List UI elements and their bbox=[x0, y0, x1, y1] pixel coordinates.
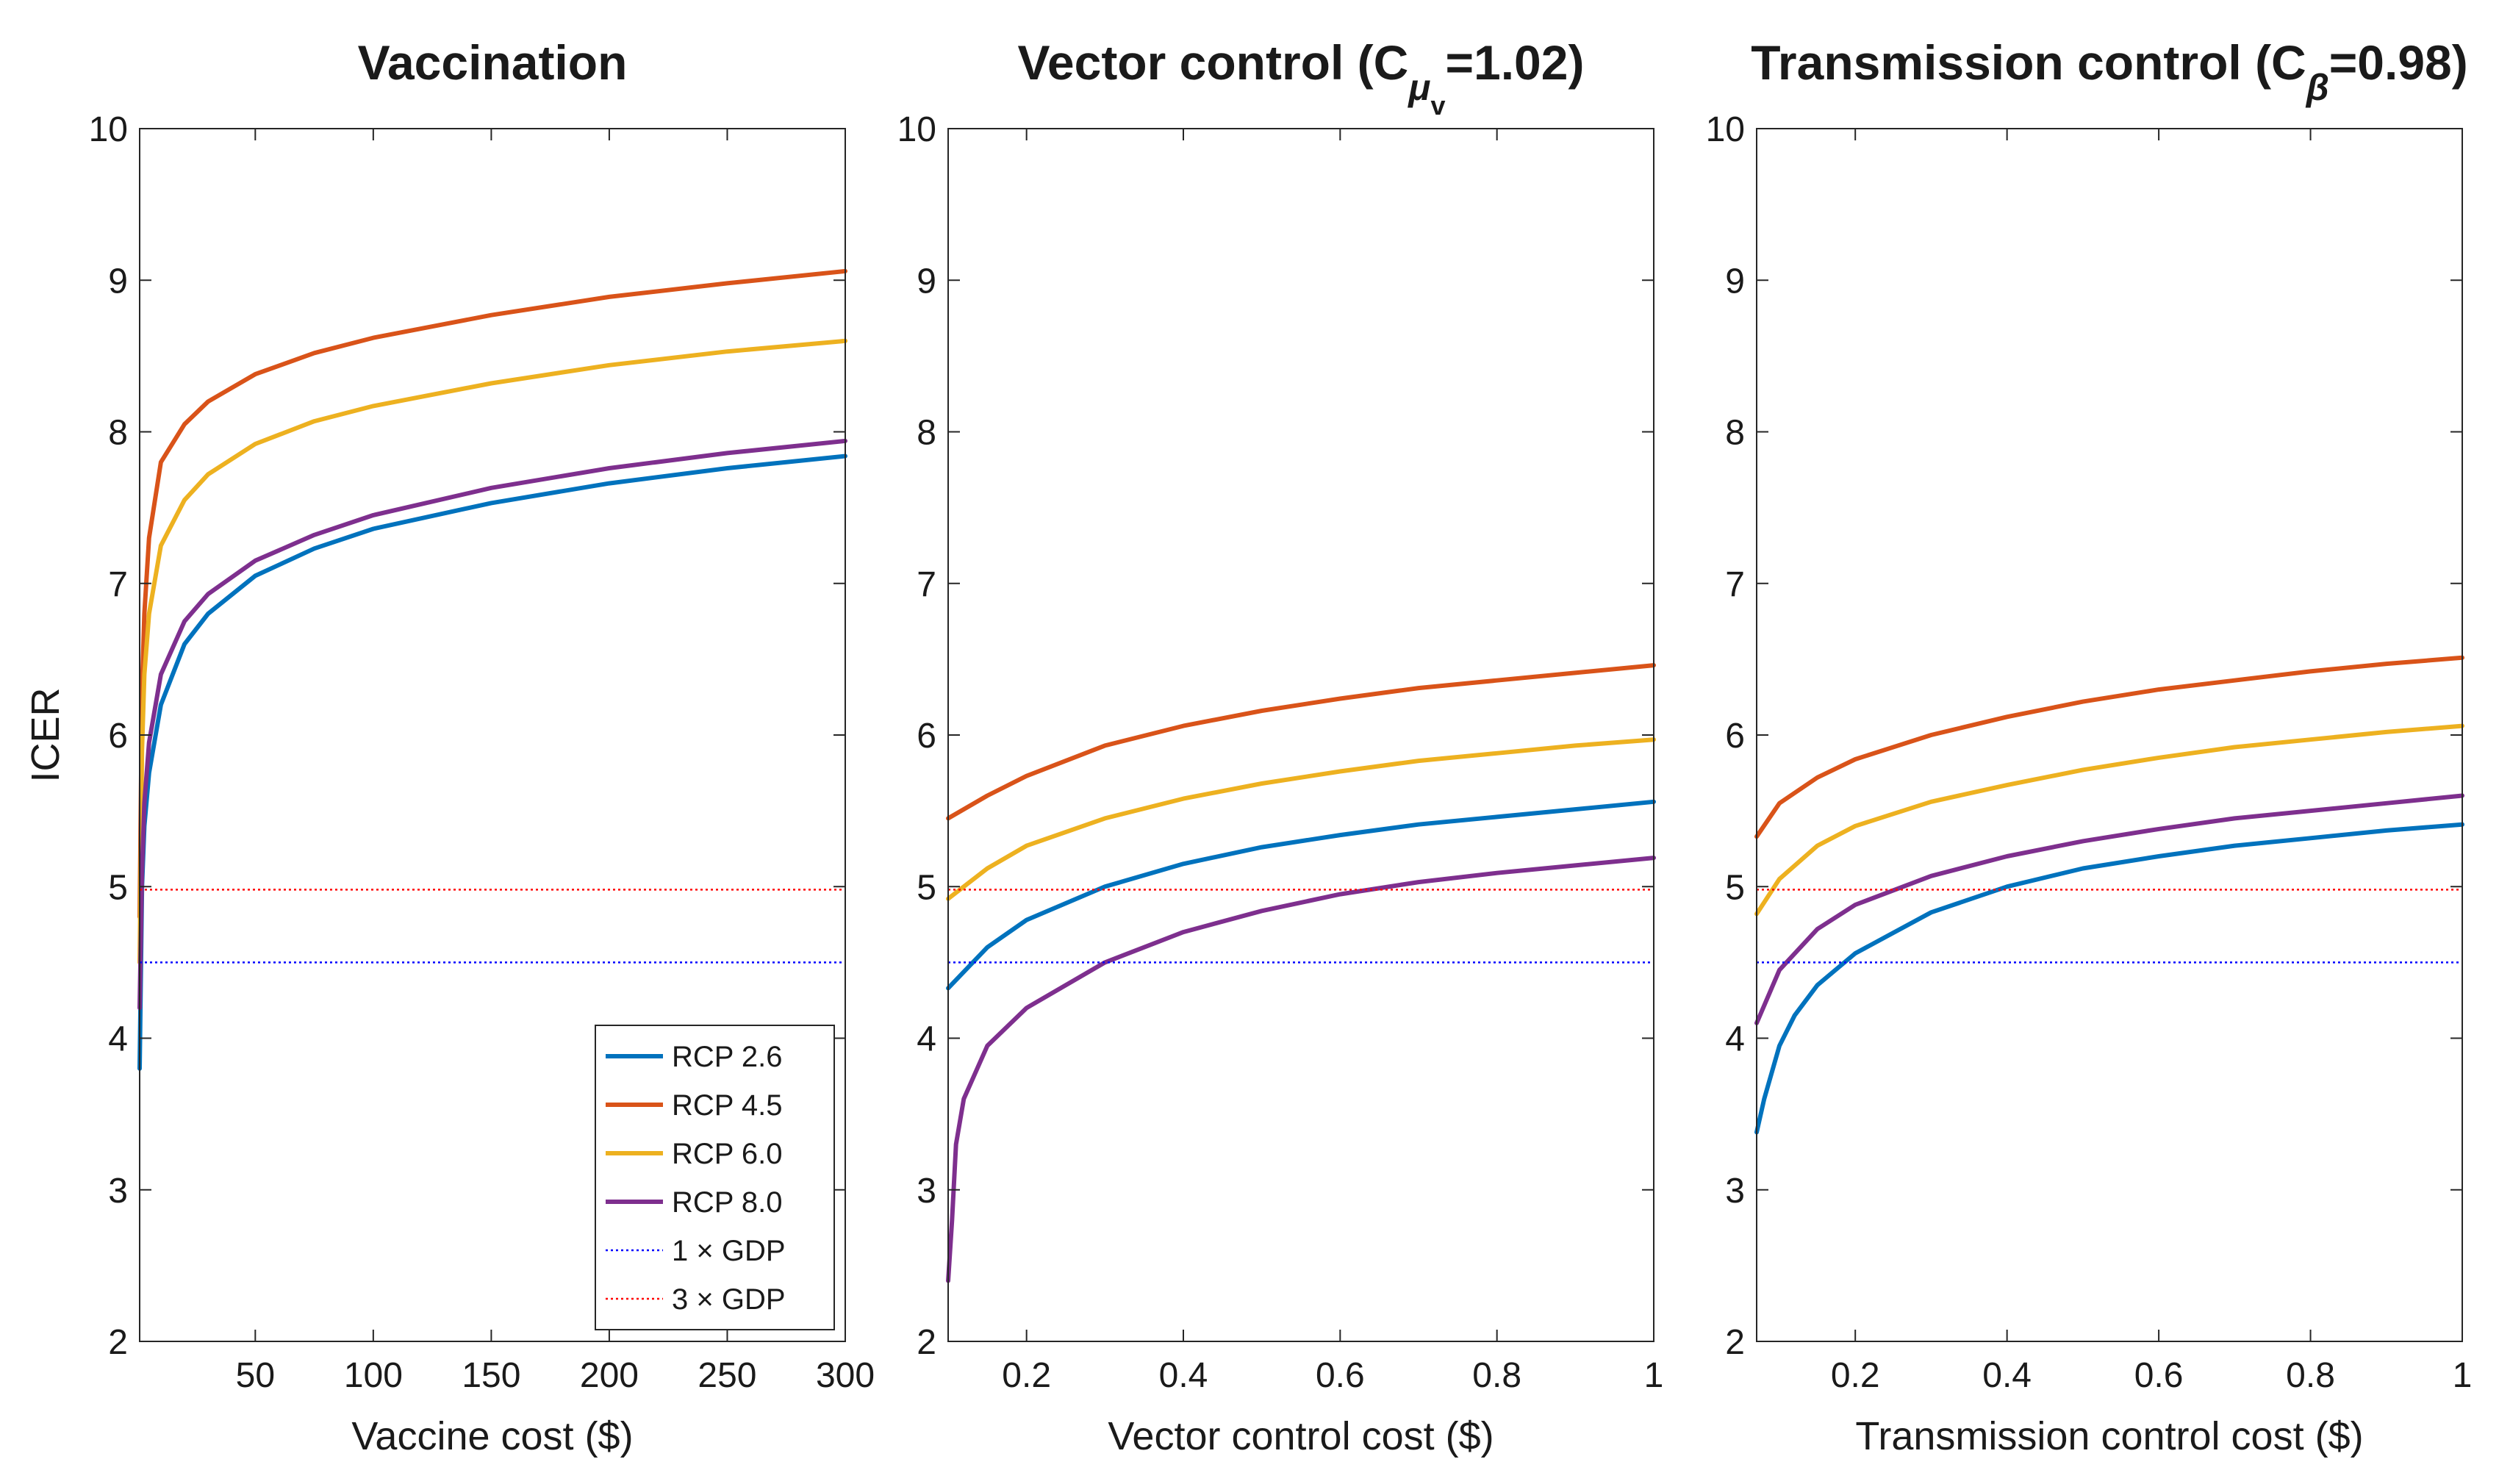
series-line-rcp-6-0 bbox=[946, 737, 1656, 901]
series-line-rcp-6-0 bbox=[1754, 723, 2464, 917]
chart-panel-3: 2 3 4 5 6 7 8 9 10 0.2 0.4 0.6 0.8 1 Transmission cont… bbox=[1706, 35, 2473, 1458]
y-tick-label: 8 bbox=[108, 414, 128, 453]
chart-title-suffix: =1.02) bbox=[1445, 35, 1584, 90]
y-tick-label: 4 bbox=[1725, 1020, 1745, 1059]
y-tick-label: 6 bbox=[108, 717, 128, 756]
series-line-rcp-6-0 bbox=[137, 338, 847, 965]
y-tick-label: 7 bbox=[108, 565, 128, 604]
x-tick-label: 0.4 bbox=[1159, 1356, 1208, 1395]
chart-title: Vaccination bbox=[358, 35, 628, 90]
x-tick-label: 0.2 bbox=[1831, 1356, 1880, 1395]
x-tick-label: 0.6 bbox=[1316, 1356, 1365, 1395]
x-tick-label: 1 bbox=[1644, 1356, 1664, 1395]
x-axis-label: Vaccine cost ($) bbox=[351, 1414, 633, 1458]
y-tick-label: 3 bbox=[108, 1172, 128, 1211]
series-line-rcp-2-6 bbox=[137, 454, 847, 1071]
y-tick-label: 2 bbox=[108, 1323, 128, 1362]
y-tick-label: 10 bbox=[897, 110, 936, 149]
chart-title-text: Vector control (C bbox=[1018, 35, 1409, 90]
chart-title: Transmission control (Cβ=0.98) bbox=[1751, 35, 2467, 108]
y-tick-label: 5 bbox=[108, 868, 128, 907]
chart-title-text: Vaccination bbox=[358, 35, 628, 90]
y-tick-label: 4 bbox=[917, 1020, 936, 1059]
chart-title-subscript: μ bbox=[1407, 67, 1430, 108]
series-line-rcp-4-5 bbox=[946, 663, 1656, 821]
y-tick-label: 5 bbox=[1725, 868, 1745, 907]
x-tick-label: 0.6 bbox=[2134, 1356, 2184, 1395]
series-line-rcp-2-6 bbox=[946, 799, 1656, 991]
series-line-rcp-8-0 bbox=[946, 856, 1656, 1283]
y-tick-label: 7 bbox=[917, 565, 936, 604]
x-axis-label: Transmission control cost ($) bbox=[1855, 1414, 2363, 1458]
series-line-rcp-8-0 bbox=[1754, 793, 2464, 1025]
x-tick-label: 0.2 bbox=[1002, 1356, 1051, 1395]
legend-box bbox=[595, 1025, 835, 1330]
axes-box bbox=[947, 128, 1654, 1342]
x-tick-label: 0.4 bbox=[1982, 1356, 2032, 1395]
y-tick-label: 9 bbox=[1725, 262, 1745, 301]
y-tick-label: 8 bbox=[1725, 414, 1745, 453]
chart-title-suffix: =0.98) bbox=[2329, 35, 2468, 90]
y-tick-label: 5 bbox=[917, 868, 936, 907]
y-tick-label: 9 bbox=[108, 262, 128, 301]
x-tick-label: 0.8 bbox=[2286, 1356, 2335, 1395]
x-tick-label: 250 bbox=[698, 1356, 756, 1395]
y-tick-label: 9 bbox=[917, 262, 936, 301]
y-tick-label: 4 bbox=[108, 1020, 128, 1059]
y-tick-label: 3 bbox=[917, 1172, 936, 1211]
legend-label-rcp-2-6: RCP 2.6 bbox=[672, 1041, 782, 1073]
chart-title-subsubscript: v bbox=[1430, 90, 1445, 121]
x-tick-label: 50 bbox=[236, 1356, 275, 1395]
legend: RCP 2.6 RCP 4.5 RCP 6.0 RCP 8.0 1 × GDP 3 × G… bbox=[595, 1025, 835, 1330]
x-tick-label: 200 bbox=[580, 1356, 639, 1395]
chart-panel-1: 2 3 4 5 6 7 8 9 10 50 100 150 200 250 300 Vaccine cost … bbox=[24, 35, 875, 1458]
x-tick-label: 100 bbox=[344, 1356, 403, 1395]
series-line-rcp-4-5 bbox=[1754, 655, 2464, 839]
y-tick-label: 6 bbox=[917, 717, 936, 756]
y-tick-label: 2 bbox=[1725, 1323, 1745, 1362]
legend-label-1-gdp: 1 × GDP bbox=[672, 1235, 786, 1267]
x-tick-label: 1 bbox=[2453, 1356, 2473, 1395]
legend-label-rcp-4-5: RCP 4.5 bbox=[672, 1089, 782, 1122]
legend-label-rcp-8-0: RCP 8.0 bbox=[672, 1186, 782, 1219]
y-tick-label: 3 bbox=[1725, 1172, 1745, 1211]
x-tick-label: 0.8 bbox=[1472, 1356, 1521, 1395]
y-tick-label: 10 bbox=[89, 110, 128, 149]
series-line-rcp-4-5 bbox=[137, 268, 847, 920]
series-line-rcp-8-0 bbox=[137, 438, 847, 1011]
x-axis-label: Vector control cost ($) bbox=[1108, 1414, 1494, 1458]
legend-label-rcp-6-0: RCP 6.0 bbox=[672, 1138, 782, 1170]
x-tick-label: 300 bbox=[816, 1356, 875, 1395]
y-tick-label: 2 bbox=[917, 1323, 936, 1362]
series-line-rcp-2-6 bbox=[1754, 822, 2464, 1135]
chart-title-text: Transmission control (C bbox=[1751, 35, 2306, 90]
chart-title-subscript: β bbox=[2305, 67, 2329, 108]
legend-label-3-gdp: 3 × GDP bbox=[672, 1283, 786, 1316]
x-tick-label: 150 bbox=[462, 1356, 520, 1395]
chart-panel-2: 2 3 4 5 6 7 8 9 10 0.2 0.4 0.6 0.8 1 Vector control co… bbox=[897, 35, 1664, 1458]
y-axis-label: ICER bbox=[24, 687, 68, 782]
y-tick-label: 10 bbox=[1706, 110, 1745, 149]
y-tick-label: 6 bbox=[1725, 717, 1745, 756]
y-tick-label: 7 bbox=[1725, 565, 1745, 604]
y-tick-label: 8 bbox=[917, 414, 936, 453]
chart-title: Vector control (Cμv=1.02) bbox=[1018, 35, 1585, 121]
